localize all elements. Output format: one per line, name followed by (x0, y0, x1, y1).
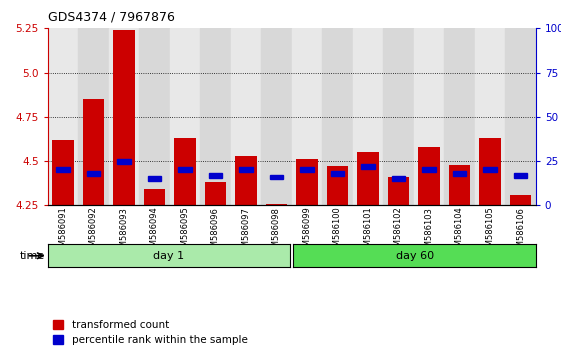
Bar (117, 159, 131, 164)
Bar (235, 156, 256, 205)
Bar (209, 173, 222, 178)
Bar (383, 28, 413, 205)
Bar (83, 99, 104, 205)
Bar (513, 173, 527, 178)
Bar (52, 140, 73, 205)
Bar (422, 167, 436, 172)
Bar (178, 167, 192, 172)
Bar (113, 30, 135, 205)
Text: day 60: day 60 (396, 251, 434, 261)
Bar (388, 177, 409, 205)
Bar (261, 28, 292, 205)
Bar (449, 165, 470, 205)
Bar (413, 28, 444, 205)
Bar (483, 167, 497, 172)
Legend: transformed count, percentile rank within the sample: transformed count, percentile rank withi… (53, 320, 247, 345)
Bar (505, 28, 536, 205)
Bar (292, 28, 322, 205)
Bar (144, 189, 165, 205)
Bar (479, 138, 500, 205)
Bar (139, 28, 169, 205)
Bar (327, 166, 348, 205)
Bar (322, 28, 353, 205)
Bar (266, 204, 287, 205)
Bar (48, 28, 78, 205)
Bar (56, 167, 70, 172)
Bar (357, 152, 379, 205)
Bar (453, 171, 466, 176)
Bar (361, 164, 375, 169)
Bar (296, 159, 318, 205)
Bar (174, 138, 196, 205)
Bar (475, 28, 505, 205)
Bar (148, 176, 162, 181)
Bar (510, 195, 531, 205)
Text: time: time (20, 251, 45, 261)
Bar (239, 167, 253, 172)
Bar (205, 182, 226, 205)
Text: GDS4374 / 7967876: GDS4374 / 7967876 (48, 11, 174, 24)
Bar (330, 171, 344, 176)
Bar (392, 176, 406, 181)
Bar (444, 28, 475, 205)
Bar (353, 28, 383, 205)
Bar (269, 175, 283, 179)
Bar (200, 28, 231, 205)
Bar (109, 28, 139, 205)
Bar (86, 171, 100, 176)
Bar (300, 167, 314, 172)
Bar (419, 147, 440, 205)
Bar (231, 28, 261, 205)
Bar (169, 28, 200, 205)
Text: day 1: day 1 (153, 251, 185, 261)
Bar (78, 28, 109, 205)
